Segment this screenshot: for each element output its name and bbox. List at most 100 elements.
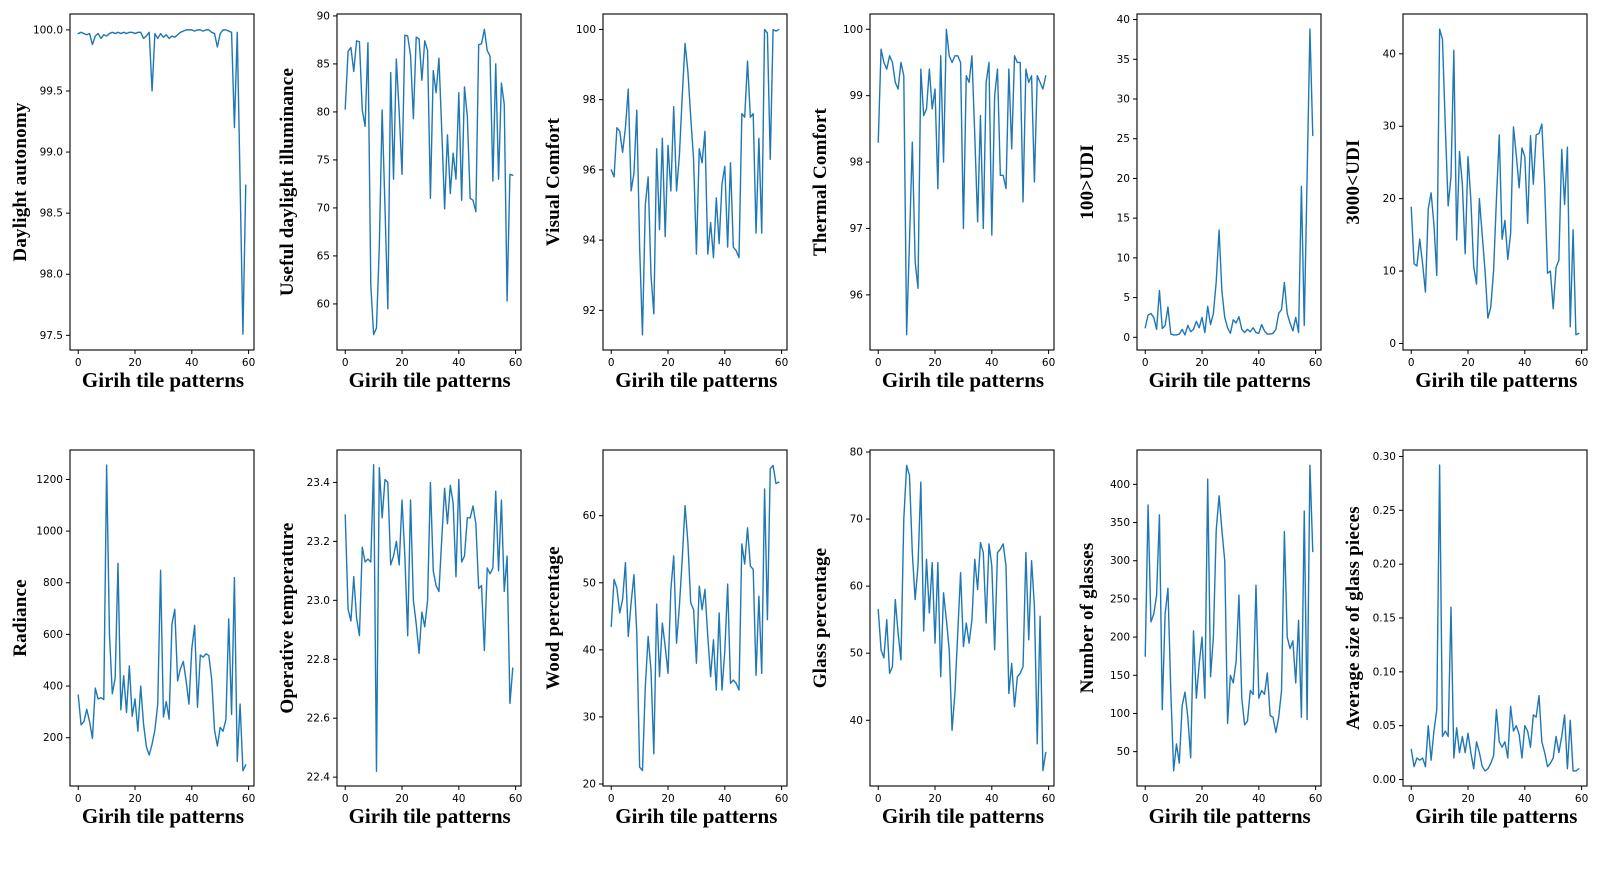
y-tick-label: 100.0 [33, 24, 63, 36]
y-tick-label: 50 [850, 648, 863, 660]
y-tick-label: 20 [583, 778, 596, 790]
x-axis-label: Girih tile patterns [1148, 368, 1311, 392]
y-tick-label: 99.0 [40, 147, 63, 159]
y-axis-label: Number of glasses [1076, 542, 1098, 694]
x-tick-label: 60 [509, 793, 522, 805]
y-tick-label: 22.8 [306, 654, 329, 666]
y-tick-label: 100 [1110, 708, 1130, 720]
plot-area: 0 20 40 60 60 65 70 75 80 85 90 [316, 10, 522, 369]
x-tick-label: 0 [1408, 357, 1415, 369]
x-tick-label: 20 [128, 357, 141, 369]
x-tick-label: 60 [1042, 357, 1055, 369]
x-tick-label: 60 [775, 793, 788, 805]
y-tick-label: 400 [43, 681, 63, 693]
y-tick-label: 800 [43, 577, 63, 589]
x-tick-label: 40 [1518, 793, 1531, 805]
y-tick-label: 600 [43, 629, 63, 641]
x-tick-label: 20 [1195, 357, 1208, 369]
y-tick-label: 65 [316, 250, 329, 262]
chart-number-of-glasses: 0 20 40 60 50 100 150 200 250 300 350 400 Number of… [1066, 436, 1334, 873]
x-axis-label: Girih tile patterns [81, 368, 245, 392]
x-tick-label: 0 [608, 357, 615, 369]
x-tick-label: 60 [1575, 793, 1588, 805]
y-tick-label: 1000 [36, 526, 63, 538]
y-tick-label: 23.0 [306, 595, 329, 607]
y-axis-label: Glass percentage [809, 547, 831, 689]
x-tick-label: 20 [928, 357, 941, 369]
y-tick-label: 40 [1383, 48, 1396, 60]
x-tick-label: 40 [718, 793, 731, 805]
plot-area: 0 20 40 60 0.00 0.05 0.10 0.15 0.20 0.25 0.30 [1373, 449, 1589, 805]
y-tick-label: 0 [1390, 338, 1397, 350]
y-axis-label: Radiance [10, 579, 31, 657]
y-tick-label: 0.25 [1373, 505, 1396, 517]
y-axis-label: Operative temperature [276, 522, 298, 714]
x-tick-label: 60 [1309, 793, 1322, 805]
plot-area: 0 20 40 60 0 10 20 30 40 [1383, 13, 1589, 369]
line-series [877, 28, 1047, 336]
y-tick-label: 400 [1110, 479, 1130, 491]
x-tick-label: 40 [1252, 793, 1265, 805]
line-series [344, 464, 514, 772]
y-tick-label: 97.5 [40, 330, 63, 342]
y-axis-label: Visual Comfort [543, 117, 565, 247]
x-tick-label: 40 [985, 793, 998, 805]
chart-operative-temperature: 0 20 40 60 22.4 22.6 22.8 23.0 23.2 23.4 Operativ… [266, 436, 534, 873]
y-tick-label: 92 [583, 305, 596, 317]
y-axis-label: Wood percentage [543, 546, 565, 690]
axes-frame [869, 449, 1055, 787]
chart-visual-comfort: 0 20 40 60 92 94 96 98 100 Visual Comfort Girih … [533, 0, 800, 436]
x-axis-label: Girih tile patterns [881, 804, 1045, 828]
chart-daylight-autonomy: 0 20 40 60 97.5 98.0 98.5 99.0 99.5 100.0 Dayligh… [0, 0, 267, 436]
x-tick-label: 0 [1142, 357, 1149, 369]
x-tick-label: 40 [452, 793, 465, 805]
plot-area: 0 20 40 60 50 100 150 200 250 300 350 400 [1110, 449, 1322, 805]
line-series [1144, 28, 1314, 336]
x-tick-label: 60 [775, 357, 788, 369]
y-axis-label: Average size of glass pieces [1343, 506, 1365, 730]
line-series [610, 28, 780, 336]
axes-frame [69, 13, 255, 351]
y-tick-label: 98.5 [40, 208, 63, 220]
y-tick-label: 22.4 [306, 772, 330, 784]
y-tick-label: 70 [850, 514, 863, 526]
y-tick-label: 0.15 [1373, 613, 1396, 625]
y-tick-label: 94 [583, 235, 597, 247]
plot-area: 0 20 40 60 22.4 22.6 22.8 23.0 23.2 23.4 [306, 449, 522, 805]
x-axis-label: Girih tile patterns [1415, 368, 1578, 392]
y-axis-label: Useful daylight illuminance [276, 67, 298, 297]
y-axis-label: Thermal Comfort [809, 107, 831, 257]
x-tick-label: 40 [185, 793, 198, 805]
line-series [1410, 28, 1580, 336]
y-tick-label: 100 [843, 24, 863, 36]
line-series [610, 464, 780, 772]
x-axis-label: Girih tile patterns [1415, 804, 1578, 828]
plot-area: 0 20 40 60 97.5 98.0 98.5 99.0 99.5 100.0 [33, 13, 255, 369]
y-tick-label: 200 [1110, 632, 1130, 644]
y-axis-label: Daylight autonomy [10, 102, 31, 262]
x-axis-label: Girih tile patterns [348, 368, 511, 392]
y-tick-label: 15 [1116, 213, 1129, 225]
chart-wood-percentage: 0 20 40 60 20 30 40 50 60 Wood percentage Girih … [533, 436, 800, 873]
y-tick-label: 150 [1110, 670, 1130, 682]
y-tick-label: 75 [316, 154, 329, 166]
axes-frame [336, 449, 522, 787]
y-tick-label: 85 [316, 58, 329, 70]
y-tick-label: 35 [1116, 54, 1129, 66]
x-tick-label: 20 [1462, 793, 1475, 805]
x-tick-label: 20 [662, 793, 675, 805]
axes-frame [69, 449, 255, 787]
y-tick-label: 99 [850, 90, 863, 102]
x-tick-label: 20 [128, 793, 141, 805]
x-tick-label: 0 [1142, 793, 1149, 805]
y-tick-label: 300 [1110, 555, 1130, 567]
y-tick-label: 10 [1116, 252, 1129, 264]
y-tick-label: 20 [1383, 193, 1396, 205]
x-tick-label: 20 [1462, 357, 1475, 369]
y-tick-label: 0.20 [1373, 559, 1396, 571]
y-tick-label: 10 [1383, 266, 1396, 278]
axes-frame [1136, 449, 1322, 787]
chart-useful-daylight-illuminance: 0 20 40 60 60 65 70 75 80 85 90 Useful daylight il… [266, 0, 534, 436]
y-tick-label: 99.5 [40, 85, 63, 97]
